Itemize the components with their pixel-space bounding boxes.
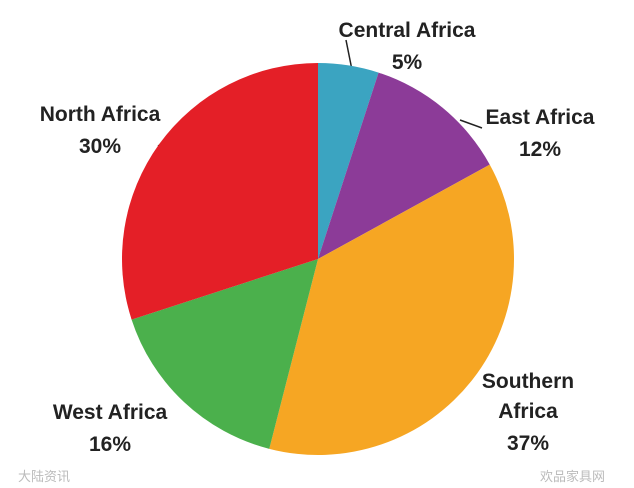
slice-label: Central Africa bbox=[338, 19, 476, 42]
slice-label: North Africa bbox=[39, 103, 161, 126]
value-label: 37% bbox=[506, 432, 550, 455]
pie-slice bbox=[131, 259, 318, 449]
value-label: 30% bbox=[78, 135, 122, 158]
pie-slice bbox=[121, 63, 318, 320]
slice-label: West Africa bbox=[52, 401, 168, 424]
value-label: 12% bbox=[518, 138, 562, 161]
leader-line bbox=[459, 119, 483, 129]
pie-slice bbox=[269, 164, 514, 455]
watermark: 欢品家具网 bbox=[540, 469, 606, 484]
value-label: 5% bbox=[391, 51, 423, 74]
watermark: 大陆资讯 bbox=[18, 469, 71, 484]
slice-label: Southern Africa bbox=[481, 370, 575, 423]
slice-label: East Africa bbox=[485, 106, 595, 129]
leader-line bbox=[345, 39, 353, 71]
value-label: 16% bbox=[88, 433, 132, 456]
pie-slice bbox=[318, 63, 379, 259]
pie-slice bbox=[318, 72, 490, 259]
